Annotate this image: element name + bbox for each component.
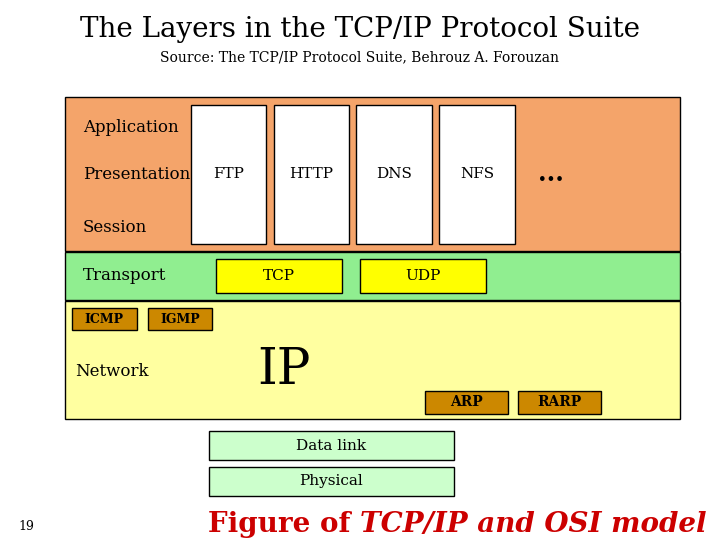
FancyBboxPatch shape: [274, 105, 349, 244]
Text: Application: Application: [83, 119, 179, 136]
Text: FTP: FTP: [213, 167, 244, 181]
Text: NFS: NFS: [460, 167, 494, 181]
FancyBboxPatch shape: [148, 308, 212, 330]
Text: ...: ...: [538, 163, 564, 186]
Text: Source: The TCP/IP Protocol Suite, Behrouz A. Forouzan: Source: The TCP/IP Protocol Suite, Behro…: [161, 51, 559, 65]
Text: HTTP: HTTP: [289, 167, 333, 181]
FancyBboxPatch shape: [356, 105, 432, 244]
FancyBboxPatch shape: [439, 105, 515, 244]
FancyBboxPatch shape: [216, 259, 342, 293]
FancyBboxPatch shape: [72, 308, 137, 330]
FancyBboxPatch shape: [360, 259, 486, 293]
Text: Network: Network: [76, 363, 149, 380]
Text: IP: IP: [258, 345, 311, 395]
Text: DNS: DNS: [377, 167, 412, 181]
Text: UDP: UDP: [405, 269, 441, 282]
FancyBboxPatch shape: [209, 467, 454, 496]
FancyBboxPatch shape: [209, 431, 454, 460]
FancyBboxPatch shape: [65, 97, 680, 251]
Text: Figure of: Figure of: [208, 511, 360, 538]
Text: The Layers in the TCP/IP Protocol Suite: The Layers in the TCP/IP Protocol Suite: [80, 16, 640, 43]
FancyBboxPatch shape: [425, 391, 508, 414]
Text: Physical: Physical: [300, 474, 363, 488]
Text: RARP: RARP: [538, 395, 582, 409]
Text: ARP: ARP: [450, 395, 482, 409]
FancyBboxPatch shape: [65, 301, 680, 418]
FancyBboxPatch shape: [191, 105, 266, 244]
Text: Session: Session: [83, 219, 147, 236]
FancyBboxPatch shape: [65, 252, 680, 300]
Text: TCP/IP and OSI model: TCP/IP and OSI model: [360, 511, 706, 538]
Text: 19: 19: [18, 520, 34, 533]
Text: Data link: Data link: [296, 438, 366, 453]
Text: Presentation: Presentation: [83, 166, 190, 183]
Text: TCP: TCP: [263, 269, 295, 282]
FancyBboxPatch shape: [518, 391, 601, 414]
Text: Transport: Transport: [83, 267, 166, 285]
Text: IGMP: IGMP: [160, 313, 200, 326]
Text: ICMP: ICMP: [85, 313, 124, 326]
